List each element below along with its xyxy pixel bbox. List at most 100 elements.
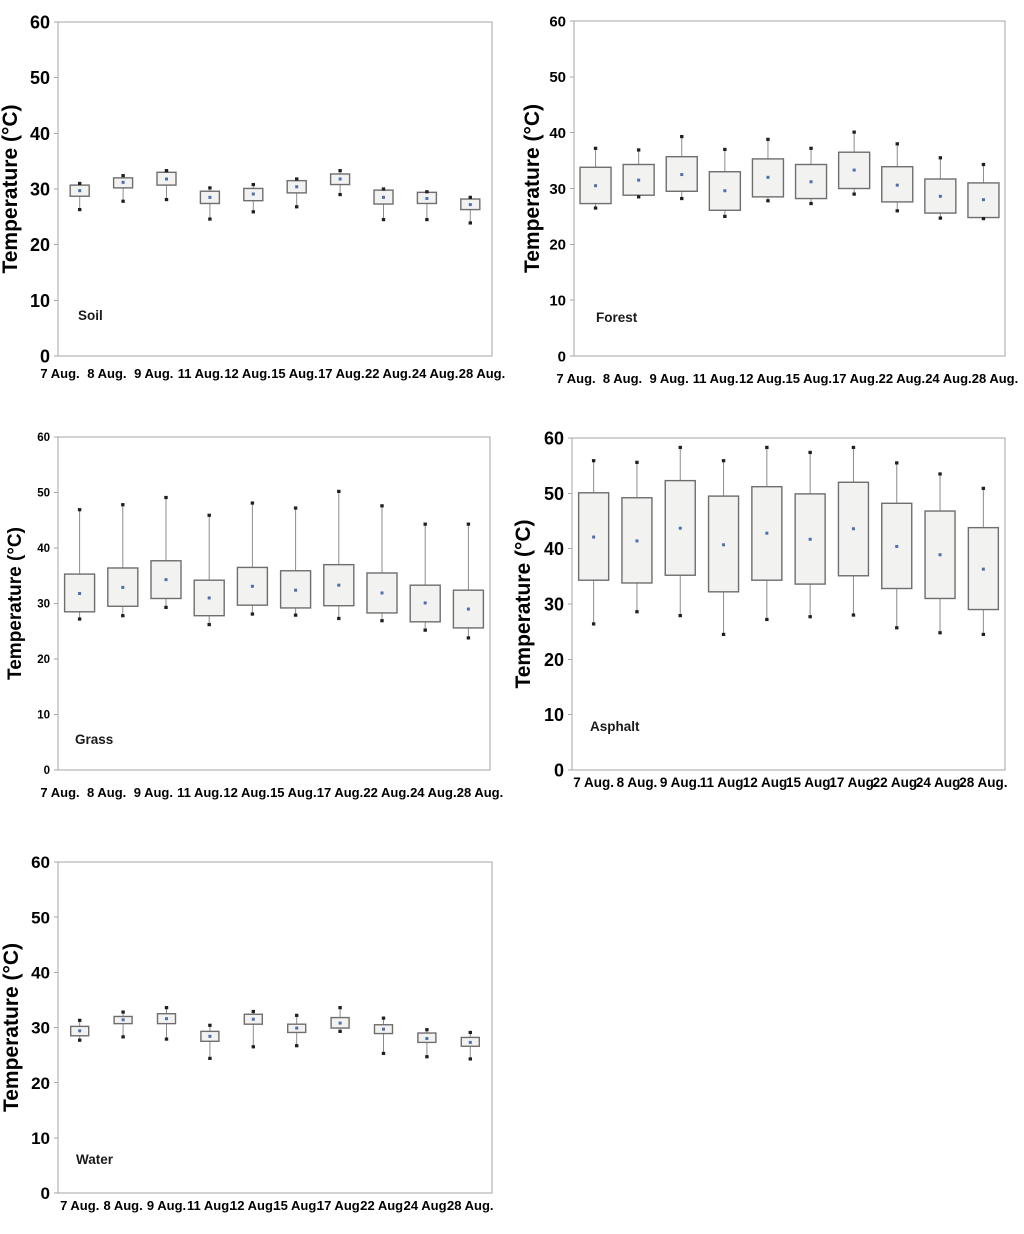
mean-marker: [251, 192, 255, 196]
whisker-cap-high: [251, 182, 255, 187]
y-tick-label: 0: [44, 765, 50, 777]
x-category-label: 8 Aug.: [87, 785, 126, 800]
iqr-box: [621, 497, 653, 584]
boxplot-24Aug: [924, 472, 956, 635]
boxplot-28Aug: [460, 195, 481, 225]
mean-marker: [425, 1037, 429, 1041]
boxplot-8Aug: [112, 174, 134, 203]
mean-marker: [981, 567, 985, 571]
mean-marker: [895, 544, 899, 548]
mean-marker: [294, 588, 298, 592]
whisker-cap-high: [981, 162, 986, 167]
x-category-label: 22 Aug.: [873, 775, 921, 790]
whisker-cap-high: [678, 445, 682, 450]
forest-boxplot-panel: 0 10 20 30 40 50 60 Temperature (°C) 7 Aug. 8 Aug…: [512, 0, 1024, 400]
x-category-label: 17 Aug.: [832, 371, 878, 386]
boxplot-24Aug: [417, 1028, 437, 1059]
whisker-cap-high: [635, 460, 639, 464]
whisker-cap-high: [765, 445, 769, 450]
whisker-cap-high: [121, 1010, 125, 1014]
boxplot-17Aug: [330, 1006, 350, 1033]
boxplot-7Aug: [579, 146, 612, 210]
whisker-cap-low: [208, 217, 212, 221]
y-tick-label: 30: [37, 599, 50, 611]
boxplot-28Aug: [460, 1030, 480, 1061]
mean-marker: [765, 531, 769, 535]
boxplot-28Aug: [452, 522, 485, 640]
whisker-cap-high: [338, 169, 342, 173]
whisker-cap-high: [766, 137, 770, 141]
x-category-label: 22 Aug.: [360, 1198, 406, 1213]
whisker-cap-high: [938, 472, 942, 476]
whisker-cap-low: [164, 1037, 169, 1041]
x-category-label: 11 Aug.: [178, 366, 224, 381]
mean-marker: [208, 195, 212, 199]
y-axis-title: Temperature (°C): [0, 943, 23, 1112]
boxplot-11Aug: [707, 459, 740, 637]
whisker-cap-high: [808, 450, 812, 454]
y-tick-label: 60: [30, 12, 50, 32]
y-tick-label: 30: [31, 1019, 50, 1038]
boxplot-7Aug: [69, 1018, 90, 1042]
x-category-label: 24 Aug.: [412, 366, 458, 381]
mean-marker: [337, 583, 341, 587]
y-tick-label: 20: [37, 654, 50, 666]
x-category-label: 9 Aug.: [660, 775, 701, 790]
whisker-cap-high: [295, 177, 299, 181]
y-axis-title: Temperature (°C): [5, 527, 26, 680]
y-tick-label: 0: [558, 348, 566, 365]
boxplot-12Aug: [751, 445, 783, 622]
whisker-cap-low: [425, 218, 429, 222]
y-tick-label: 10: [37, 710, 50, 722]
mean-marker: [766, 175, 770, 179]
boxplot-9Aug: [156, 1006, 177, 1041]
boxplot-22Aug: [881, 461, 913, 630]
boxplot-24Aug: [409, 522, 441, 632]
whisker-cap-high: [425, 190, 429, 194]
mean-marker: [723, 189, 727, 193]
whisker-cap-high: [425, 1028, 429, 1032]
whisker-cap-high: [121, 503, 125, 507]
whisker-cap-low: [680, 196, 684, 201]
whisker-cap-high: [121, 174, 125, 178]
x-category-label: 8 Aug.: [617, 775, 658, 790]
mean-marker: [208, 1034, 212, 1038]
y-tick-label: 20: [30, 235, 50, 255]
mean-marker: [251, 1017, 255, 1021]
whisker-cap-low: [981, 217, 986, 221]
y-tick-label: 40: [30, 124, 50, 144]
whisker-cap-high: [895, 461, 899, 465]
whisker-cap-high: [337, 489, 341, 493]
whisker-cap-high: [721, 459, 726, 463]
x-category-label: 7 Aug.: [40, 366, 79, 381]
whisker-cap-low: [636, 195, 641, 199]
asphalt-chart: 0 10 20 30 40 50 60 Temperature (°C) 7 Aug. 8 Aug…: [512, 428, 1007, 790]
y-tick-label: 60: [544, 428, 564, 448]
x-category-label: 15 Aug.: [786, 775, 834, 790]
x-category-label: 11 Aug.: [700, 775, 748, 790]
water-panel-label: Water: [76, 1152, 114, 1167]
grass-chart: 0 10 20 30 40 50 60 Temperature (°C) 7 Aug. 8 Aug…: [5, 432, 503, 800]
whisker-cap-low: [208, 1056, 212, 1060]
boxplot-9Aug: [665, 134, 698, 201]
boxplot-22Aug: [881, 142, 914, 213]
mean-marker: [78, 592, 82, 596]
y-tick-label: 20: [549, 237, 566, 254]
whisker-cap-high: [208, 1023, 212, 1027]
boxplot-17Aug: [837, 445, 870, 617]
x-category-label: 28 Aug.: [972, 371, 1018, 386]
whisker-cap-high: [293, 506, 298, 510]
whisker-cap-high: [423, 522, 427, 526]
boxplot-17Aug: [329, 169, 351, 197]
whisker-cap-low: [295, 1044, 299, 1048]
mean-marker: [380, 591, 384, 595]
y-tick-label: 30: [549, 181, 566, 198]
mean-marker: [637, 178, 641, 182]
whisker-cap-low: [164, 197, 169, 202]
whisker-cap-low: [938, 216, 943, 220]
x-category-label: 22 Aug.: [879, 371, 925, 386]
whisker-cap-low: [164, 605, 168, 609]
x-category-label: 8 Aug.: [103, 1198, 142, 1213]
whisker-cap-high: [591, 459, 596, 463]
whisker-cap-low: [380, 619, 384, 623]
